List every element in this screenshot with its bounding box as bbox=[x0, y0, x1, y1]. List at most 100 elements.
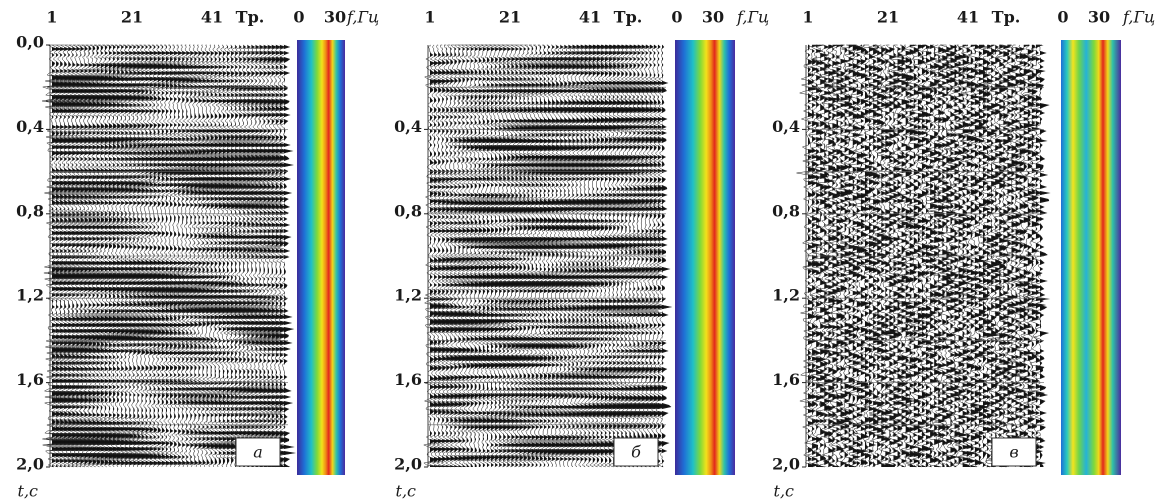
trace-wiggle bbox=[921, 44, 941, 468]
spectrum bbox=[1061, 40, 1121, 475]
spectrum bbox=[675, 40, 735, 475]
trace-wiggle bbox=[496, 44, 517, 468]
freq-tick-label: 30 bbox=[702, 8, 724, 27]
trace-unit: Тр. bbox=[236, 8, 265, 27]
trace-wiggle bbox=[508, 44, 530, 468]
trace-fill bbox=[251, 45, 263, 467]
panel-label: в bbox=[1009, 443, 1018, 462]
trace-wiggle bbox=[86, 44, 108, 468]
trace-wiggle bbox=[892, 44, 913, 468]
trace-wiggle bbox=[1001, 44, 1021, 468]
trace-wiggle bbox=[439, 44, 454, 468]
trace-wiggle bbox=[234, 44, 252, 468]
trace-wiggle bbox=[546, 44, 566, 468]
trace-wiggle bbox=[529, 44, 550, 468]
trace-wiggle bbox=[850, 44, 873, 468]
trace-wiggle bbox=[162, 44, 178, 468]
freq-unit: f,Гц bbox=[736, 8, 769, 27]
spectrum bbox=[297, 40, 345, 475]
trace-wiggle bbox=[169, 44, 186, 468]
trace-wiggle bbox=[149, 44, 166, 468]
trace-fill bbox=[247, 45, 259, 467]
trace-wiggle bbox=[431, 44, 444, 468]
trace-wiggle bbox=[190, 44, 207, 468]
trace-wiggle bbox=[462, 44, 479, 468]
trace-wiggle bbox=[579, 44, 599, 468]
trace-wiggle bbox=[474, 44, 492, 468]
trace-wiggle bbox=[933, 44, 952, 468]
trace-wiggle bbox=[73, 44, 95, 468]
trace-wiggle bbox=[948, 44, 968, 468]
trace-wiggle bbox=[121, 44, 138, 468]
trace-wiggle bbox=[133, 44, 150, 468]
trace-wiggle bbox=[99, 44, 119, 468]
time-tick-label: 1,6 bbox=[394, 370, 422, 389]
trace-wiggle bbox=[95, 44, 115, 468]
time-tick-label: 0,8 bbox=[772, 201, 800, 220]
trace-wiggle bbox=[182, 44, 199, 468]
time-tick-label: 0,8 bbox=[394, 201, 422, 220]
trace-wiggle bbox=[1030, 44, 1049, 468]
trace-wiggle bbox=[1006, 44, 1025, 467]
trace-wiggle bbox=[166, 44, 182, 468]
trace-wiggle bbox=[202, 44, 220, 468]
freq-tick-label: 0 bbox=[293, 8, 304, 27]
trace-wiggle bbox=[835, 44, 853, 468]
trace-wiggle bbox=[186, 44, 203, 468]
trace-wiggle bbox=[520, 44, 542, 468]
trace-wiggle bbox=[69, 44, 91, 468]
time-tick-label: 2,0 bbox=[772, 455, 800, 474]
trace-wiggle bbox=[61, 44, 83, 468]
trace-wiggle bbox=[512, 44, 534, 468]
trace-wiggle bbox=[478, 44, 496, 468]
trace-fill bbox=[267, 45, 279, 467]
trace-wiggle bbox=[250, 44, 268, 468]
trace-wiggle bbox=[222, 44, 240, 468]
trace-wiggle bbox=[129, 44, 146, 468]
trace-wiggle bbox=[125, 44, 142, 468]
trace-wiggle bbox=[226, 44, 244, 468]
trace-tick-label: 41 bbox=[957, 8, 979, 27]
trace-wiggle bbox=[533, 44, 554, 468]
trace-wiggle bbox=[485, 44, 505, 468]
time-unit: t,c bbox=[774, 482, 795, 501]
trace-wiggle bbox=[266, 44, 285, 468]
trace-wiggle bbox=[516, 44, 538, 468]
trace-fill bbox=[816, 45, 828, 467]
trace-wiggle bbox=[538, 44, 558, 468]
trace-wiggle bbox=[504, 44, 526, 468]
trace-wiggle bbox=[807, 44, 826, 468]
trace-wiggle bbox=[843, 44, 862, 468]
time-tick-label: 0,8 bbox=[16, 201, 44, 220]
trace-wiggle bbox=[450, 44, 467, 468]
trace-wiggle bbox=[230, 44, 248, 468]
trace-fill bbox=[255, 45, 267, 467]
trace-fill bbox=[190, 45, 201, 467]
trace-wiggle bbox=[489, 44, 508, 468]
freq-tick-label: 30 bbox=[324, 8, 346, 27]
trace-wiggle bbox=[864, 44, 884, 468]
trace-fill bbox=[243, 45, 255, 467]
trace-wiggle bbox=[254, 44, 272, 468]
trace-wiggle bbox=[1013, 44, 1036, 468]
trace-wiggle bbox=[45, 44, 67, 468]
trace-wiggle bbox=[90, 44, 111, 468]
trace-wiggle bbox=[588, 44, 607, 468]
trace-wiggle bbox=[493, 44, 512, 468]
trace-wiggle bbox=[617, 44, 635, 468]
trace-fill bbox=[263, 45, 275, 467]
trace-wiggle bbox=[500, 44, 521, 468]
trace-wiggle bbox=[470, 44, 488, 468]
trace-wiggle bbox=[929, 44, 948, 468]
trace-wiggle bbox=[138, 44, 154, 468]
trace-wiggle bbox=[270, 44, 290, 468]
trace-fill bbox=[1023, 45, 1039, 467]
time-tick-label: 0,0 bbox=[16, 33, 44, 52]
freq-tick-label: 30 bbox=[1088, 8, 1110, 27]
trace-wiggle bbox=[641, 44, 659, 468]
trace-wiggle bbox=[153, 44, 170, 468]
trace-wiggle bbox=[178, 44, 195, 468]
trace-wiggle bbox=[633, 44, 651, 468]
trace-wiggle bbox=[654, 44, 671, 468]
trace-wiggle bbox=[816, 44, 839, 468]
